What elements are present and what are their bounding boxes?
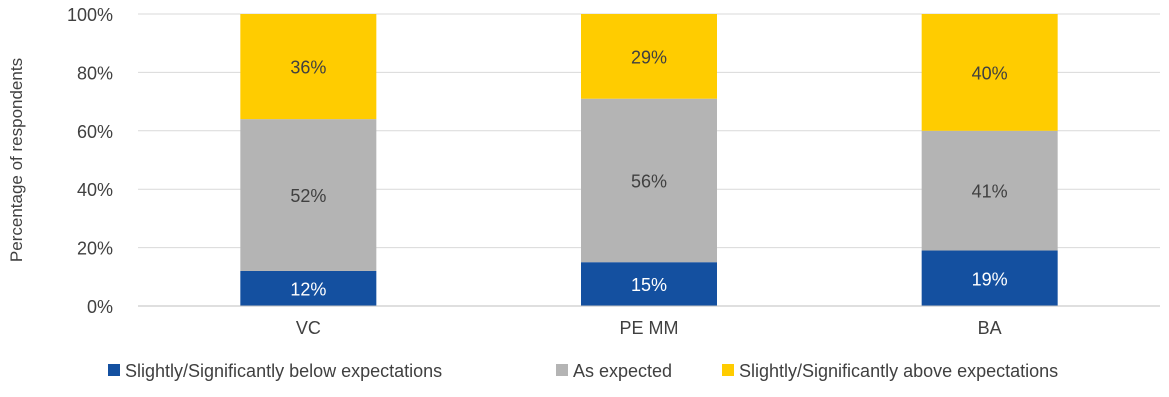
- data-label-vc-as-expected: 52%: [290, 186, 326, 206]
- y-tick-label: 80%: [77, 63, 113, 83]
- y-tick-label: 40%: [77, 180, 113, 200]
- bars: [240, 14, 1058, 306]
- data-label-vc-slightly-significantly-above-expectations: 36%: [290, 58, 326, 78]
- data-labels: 12% 52% 36% 15% 56% 29% 19% 41% 40%: [290, 47, 1007, 299]
- bar-vc-slightly-significantly-below-expectations: [240, 270, 377, 306]
- legend-item-as-expected: As expected: [556, 361, 672, 381]
- y-tick-label: 0%: [87, 297, 113, 317]
- data-label-vc-slightly-significantly-below-expectations: 12%: [290, 279, 326, 299]
- legend-swatch: [556, 364, 568, 376]
- x-tick-label-ba: BA: [978, 318, 1002, 338]
- y-tick-label: 20%: [77, 239, 113, 259]
- bar-ba-slightly-significantly-below-expectations: [921, 250, 1058, 306]
- x-tick-label-vc: VC: [296, 318, 321, 338]
- bar-pe-mm-slightly-significantly-above-expectations: [581, 14, 717, 99]
- legend-label: As expected: [573, 361, 672, 381]
- bar-pe-mm-as-expected: [581, 98, 717, 263]
- axes: 0% 20% 40% 60% 80% 100% Percentage of responde…: [7, 5, 1160, 338]
- legend-swatch: [722, 364, 734, 376]
- legend-item-slightly-significantly-below-expectations: Slightly/Significantly below expectation…: [108, 361, 442, 381]
- legend: Slightly/Significantly below expectation…: [108, 361, 1058, 381]
- data-label-ba-as-expected: 41%: [972, 182, 1008, 202]
- x-tick-label-pe-mm: PE MM: [619, 318, 678, 338]
- y-tick-label: 60%: [77, 122, 113, 142]
- data-label-ba-slightly-significantly-above-expectations: 40%: [972, 63, 1008, 83]
- data-label-pe-mm-slightly-significantly-above-expectations: 29%: [631, 47, 667, 67]
- bar-vc-as-expected: [240, 119, 377, 271]
- legend-swatch: [108, 364, 120, 376]
- legend-item-slightly-significantly-above-expectations: Slightly/Significantly above expectation…: [722, 361, 1058, 381]
- legend-label: Slightly/Significantly below expectation…: [125, 361, 442, 381]
- y-axis-label: Percentage of respondents: [7, 58, 26, 262]
- bar-ba-slightly-significantly-above-expectations: [921, 14, 1058, 131]
- bar-ba-as-expected: [921, 130, 1058, 251]
- data-label-pe-mm-slightly-significantly-below-expectations: 15%: [631, 275, 667, 295]
- bar-pe-mm-slightly-significantly-below-expectations: [581, 262, 717, 306]
- legend-label: Slightly/Significantly above expectation…: [739, 361, 1058, 381]
- data-label-pe-mm-as-expected: 56%: [631, 171, 667, 191]
- data-label-ba-slightly-significantly-below-expectations: 19%: [972, 269, 1008, 289]
- y-tick-label: 100%: [67, 5, 113, 25]
- bar-vc-slightly-significantly-above-expectations: [240, 14, 377, 120]
